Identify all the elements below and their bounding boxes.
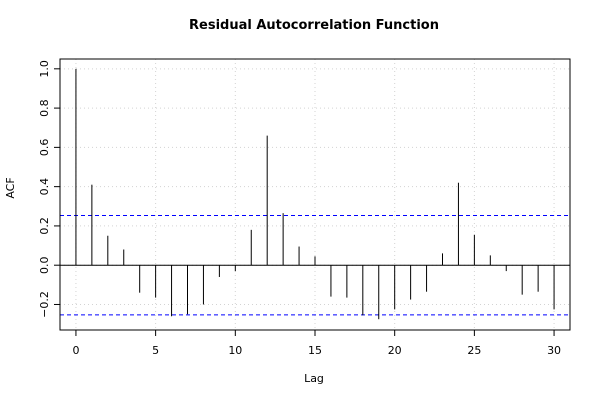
y-axis-label: ACF <box>4 177 17 198</box>
y-tick-label: 0.0 <box>38 256 51 274</box>
x-axis-label: Lag <box>304 372 324 385</box>
x-tick-label: 30 <box>547 344 561 357</box>
grid-lines <box>60 59 570 330</box>
axes: 0 5 10 15 20 25 30 −0.2 0.0 0.2 0.4 0.6 0.8 1.0 <box>38 58 571 357</box>
acf-bars <box>75 68 555 320</box>
x-tick-label: 20 <box>388 344 402 357</box>
y-tick-label: 0.2 <box>38 217 51 235</box>
confidence-bounds <box>60 215 570 316</box>
x-tick-label: 15 <box>308 344 322 357</box>
x-tick-label: 0 <box>72 344 79 357</box>
y-tick-label: 1.0 <box>38 60 51 78</box>
y-tick-label: 0.4 <box>38 178 51 196</box>
y-tick-label: 0.6 <box>38 139 51 157</box>
x-tick-label: 10 <box>228 344 242 357</box>
x-tick-label: 25 <box>467 344 481 357</box>
x-tick-label: 5 <box>152 344 159 357</box>
chart-title: Residual Autocorrelation Function <box>189 18 439 33</box>
y-tick-label: 0.8 <box>38 99 51 117</box>
y-tick-label: −0.2 <box>38 291 51 318</box>
